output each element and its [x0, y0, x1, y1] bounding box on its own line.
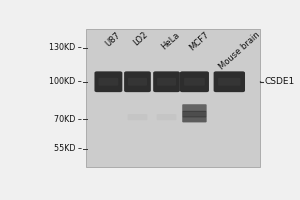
FancyBboxPatch shape — [184, 78, 205, 86]
Text: 55KD –: 55KD – — [54, 144, 82, 153]
FancyBboxPatch shape — [128, 114, 147, 120]
FancyBboxPatch shape — [128, 78, 147, 86]
FancyBboxPatch shape — [157, 78, 176, 86]
FancyBboxPatch shape — [157, 114, 176, 120]
FancyBboxPatch shape — [182, 117, 207, 122]
FancyBboxPatch shape — [182, 111, 207, 117]
Text: CSDE1: CSDE1 — [264, 77, 294, 86]
FancyBboxPatch shape — [98, 78, 118, 86]
Text: 130KD –: 130KD – — [50, 43, 82, 52]
FancyBboxPatch shape — [94, 71, 122, 92]
Text: Mouse brain: Mouse brain — [218, 30, 262, 71]
FancyBboxPatch shape — [214, 71, 245, 92]
Text: 70KD –: 70KD – — [54, 115, 82, 124]
Text: LO2: LO2 — [132, 30, 150, 48]
FancyBboxPatch shape — [180, 71, 209, 92]
Bar — [86, 29, 260, 167]
FancyBboxPatch shape — [218, 78, 241, 86]
Text: HeLa: HeLa — [160, 30, 182, 51]
FancyBboxPatch shape — [182, 104, 207, 112]
Text: MCF7: MCF7 — [188, 30, 211, 52]
FancyBboxPatch shape — [153, 71, 180, 92]
FancyBboxPatch shape — [124, 71, 151, 92]
Text: 100KD –: 100KD – — [50, 77, 82, 86]
Text: U87: U87 — [104, 30, 122, 48]
